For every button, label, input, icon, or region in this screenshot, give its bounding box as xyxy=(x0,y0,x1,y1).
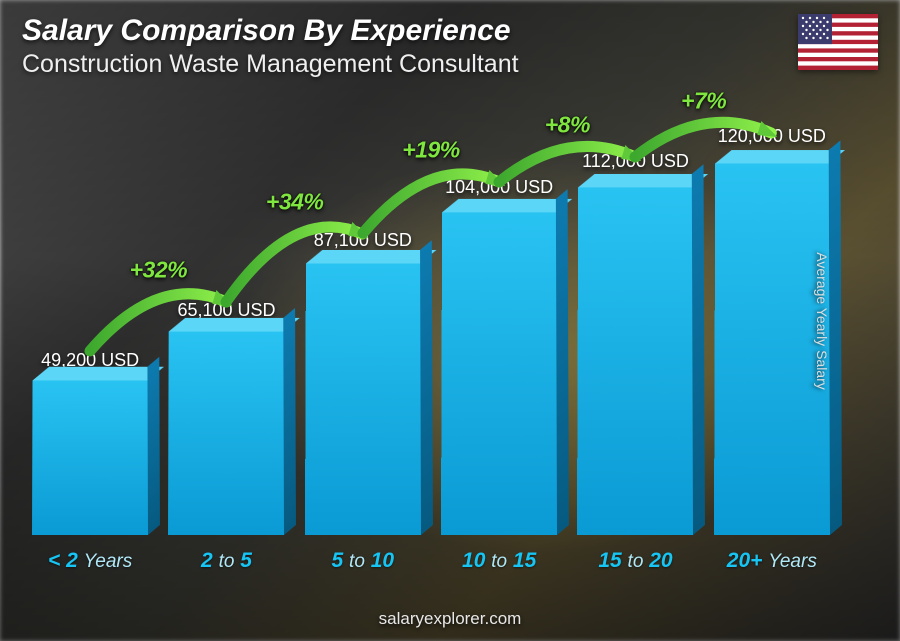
bar-value-label: 120,000 USD xyxy=(718,126,826,147)
bar-1: 65,100 USD2 to 5 xyxy=(168,300,284,573)
flag-icon xyxy=(798,14,878,70)
bar-shape xyxy=(32,380,148,535)
growth-pct-2: +34% xyxy=(266,188,323,215)
footer-attribution: salaryexplorer.com xyxy=(0,609,900,629)
bar-shape xyxy=(441,212,557,535)
bar-4: 112,000 USD 15 to 20 xyxy=(577,151,693,573)
bar-category-label: 5 to 10 xyxy=(332,549,395,573)
bar-shape xyxy=(714,163,830,535)
growth-pct-3: +19% xyxy=(402,137,459,164)
bar-category-label: < 2 Years xyxy=(48,549,132,573)
bar-value-label: 87,100 USD xyxy=(314,230,412,251)
bar-category-label: 20+ Years xyxy=(727,549,817,573)
header: Salary Comparison By Experience Construc… xyxy=(22,14,878,79)
growth-pct-5: +7% xyxy=(681,88,726,115)
y-axis-label: Average Yearly Salary xyxy=(813,252,829,390)
bar-value-label: 104,000 USD xyxy=(445,177,553,198)
chart-container: Salary Comparison By Experience Construc… xyxy=(0,0,900,641)
growth-pct-4: +8% xyxy=(545,112,590,139)
bar-shape xyxy=(577,187,693,535)
page-subtitle: Construction Waste Management Consultant xyxy=(22,50,878,79)
bar-0: 49,200 USD< 2 Years xyxy=(32,350,148,573)
chart-area: 49,200 USD< 2 Years65,100 USD2 to 587,10… xyxy=(22,93,840,573)
page-title: Salary Comparison By Experience xyxy=(22,14,878,48)
bar-shape xyxy=(168,332,284,535)
bar-category-label: 2 to 5 xyxy=(201,549,252,573)
growth-pct-1: +32% xyxy=(130,256,187,283)
bars-row: 49,200 USD< 2 Years65,100 USD2 to 587,10… xyxy=(22,126,840,573)
bar-value-label: 112,000 USD xyxy=(582,151,689,172)
bar-category-label: 15 to 20 xyxy=(598,549,672,573)
bar-3: 104,000 USD 10 to 15 xyxy=(441,177,557,573)
bar-5: 120,000 USD 20+ Years xyxy=(714,126,830,573)
bar-shape xyxy=(305,264,421,535)
bar-category-label: 10 to 15 xyxy=(462,549,536,573)
bar-2: 87,100 USD 5 to 10 xyxy=(305,230,421,573)
